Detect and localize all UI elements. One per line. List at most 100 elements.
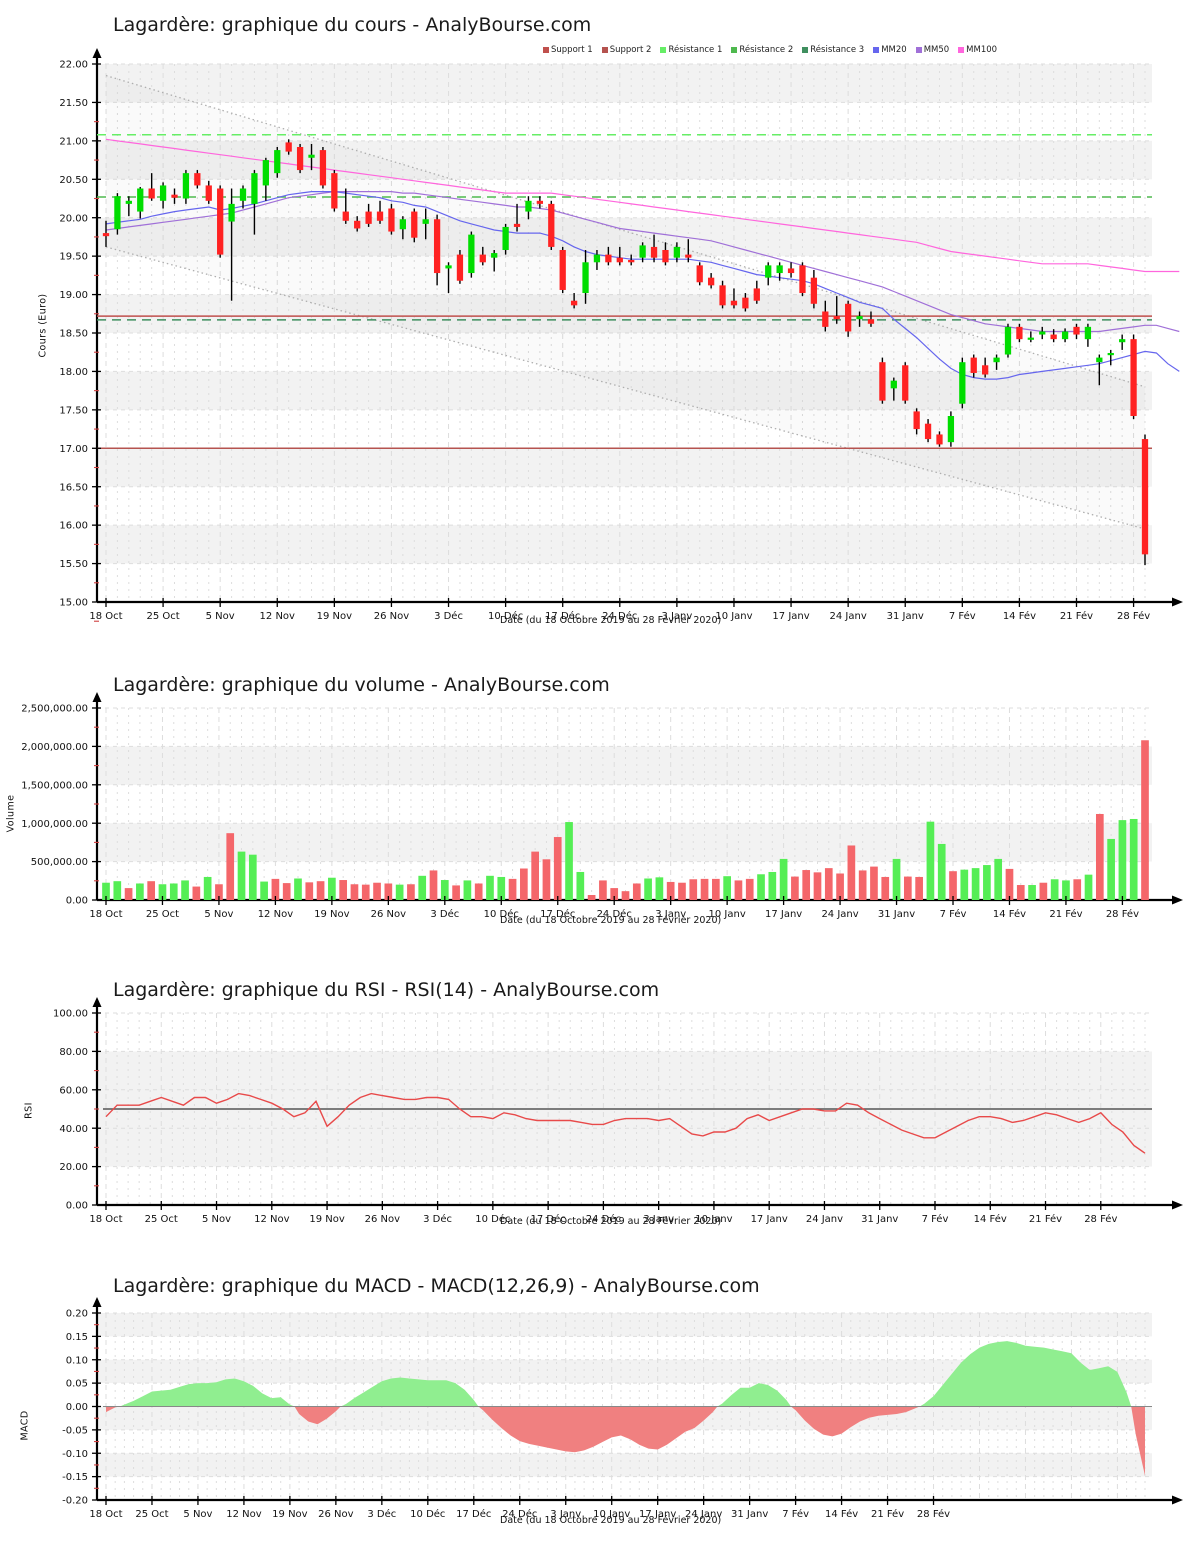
macd-positive-area[interactable] xyxy=(717,1383,791,1407)
volume-bar[interactable] xyxy=(949,871,957,900)
volume-bar[interactable] xyxy=(113,881,122,900)
candlestick[interactable] xyxy=(354,216,361,232)
candlestick[interactable] xyxy=(365,203,372,227)
volume-bar[interactable] xyxy=(666,881,675,900)
candlestick[interactable] xyxy=(376,200,384,224)
candlestick[interactable] xyxy=(1061,328,1069,343)
candlestick[interactable] xyxy=(570,293,578,309)
candlestick[interactable] xyxy=(947,411,955,447)
volume-bar[interactable] xyxy=(1039,882,1048,900)
volume-bar[interactable] xyxy=(531,851,539,900)
candlestick[interactable] xyxy=(388,203,395,235)
candlestick[interactable] xyxy=(810,269,818,309)
volume-bar[interactable] xyxy=(723,876,731,900)
candlestick[interactable] xyxy=(536,196,544,209)
candlestick[interactable] xyxy=(822,300,829,332)
candlestick[interactable] xyxy=(982,357,989,378)
volume-chart-canvas[interactable]: 2,500,000.00 2,000,000.00 1,500,000.00 1,00… xyxy=(0,660,1200,965)
candlestick[interactable] xyxy=(194,170,201,189)
candlestick[interactable] xyxy=(331,170,338,212)
candlestick[interactable] xyxy=(1016,323,1023,343)
volume-bar[interactable] xyxy=(587,895,596,900)
candlestick[interactable] xyxy=(1050,329,1057,343)
volume-bar[interactable] xyxy=(418,875,427,900)
volume-bar[interactable] xyxy=(700,878,709,900)
volume-bar[interactable] xyxy=(1118,820,1127,900)
volume-bar[interactable] xyxy=(474,883,483,900)
candlestick[interactable] xyxy=(776,262,783,281)
candlestick[interactable] xyxy=(1119,334,1126,350)
macd-negative-area[interactable] xyxy=(294,1406,341,1425)
candlestick[interactable] xyxy=(228,188,235,301)
candlestick[interactable] xyxy=(548,200,555,250)
volume-bar[interactable] xyxy=(903,876,912,900)
candlestick[interactable] xyxy=(308,143,315,171)
candlestick[interactable] xyxy=(639,242,646,263)
volume-bar[interactable] xyxy=(203,876,212,900)
volume-bar[interactable] xyxy=(745,878,754,900)
candlestick[interactable] xyxy=(650,234,658,263)
candlestick[interactable] xyxy=(399,216,406,240)
volume-bar[interactable] xyxy=(565,822,573,900)
volume-bar[interactable] xyxy=(508,878,517,900)
volume-bar[interactable] xyxy=(678,882,686,900)
candlestick[interactable] xyxy=(274,147,281,178)
candlestick[interactable] xyxy=(513,203,521,232)
candlestick[interactable] xyxy=(1096,354,1103,386)
volume-bar[interactable] xyxy=(915,876,923,900)
legend-item-mm100[interactable]: MM100 xyxy=(958,45,997,55)
candlestick[interactable] xyxy=(1141,434,1149,566)
legend-item-mm50[interactable]: MM50 xyxy=(915,45,949,55)
volume-bar[interactable] xyxy=(610,888,619,900)
macd-positive-area[interactable] xyxy=(919,1341,1132,1407)
candlestick[interactable] xyxy=(742,293,749,312)
candlestick[interactable] xyxy=(593,249,601,270)
volume-bar[interactable] xyxy=(858,870,867,900)
volume-bar[interactable] xyxy=(440,880,449,900)
candlestick[interactable] xyxy=(125,196,132,217)
candlestick[interactable] xyxy=(662,242,669,266)
volume-bar[interactable] xyxy=(339,880,348,900)
candlestick[interactable] xyxy=(845,300,852,337)
candlestick[interactable] xyxy=(502,223,509,255)
candlestick[interactable] xyxy=(285,139,292,155)
macd-positive-area[interactable] xyxy=(340,1377,479,1407)
candlestick[interactable] xyxy=(102,220,110,247)
volume-bar[interactable] xyxy=(429,870,438,900)
volume-bar[interactable] xyxy=(181,880,189,900)
volume-bar[interactable] xyxy=(824,868,833,900)
candlestick[interactable] xyxy=(114,193,121,235)
volume-bar[interactable] xyxy=(712,878,720,900)
volume-bar[interactable] xyxy=(870,866,878,900)
candlestick[interactable] xyxy=(765,262,772,286)
legend-item-mm20[interactable]: MM20 xyxy=(873,45,907,55)
candlestick[interactable] xyxy=(559,246,566,294)
volume-bar[interactable] xyxy=(452,885,460,900)
candlestick[interactable] xyxy=(411,208,418,243)
volume-bar[interactable] xyxy=(226,833,235,900)
candlestick[interactable] xyxy=(1004,323,1012,358)
candlestick[interactable] xyxy=(913,408,920,435)
macd-negative-area[interactable] xyxy=(478,1406,718,1453)
volume-bar[interactable] xyxy=(960,869,969,900)
volume-bar[interactable] xyxy=(1095,813,1104,900)
candlestick[interactable] xyxy=(1107,349,1114,366)
candlestick[interactable] xyxy=(936,431,943,447)
volume-bar[interactable] xyxy=(248,854,257,900)
candlestick[interactable] xyxy=(251,170,258,235)
volume-bar[interactable] xyxy=(881,876,890,900)
volume-bar[interactable] xyxy=(1129,818,1138,900)
candlestick[interactable] xyxy=(856,311,863,327)
legend-item-support-2[interactable]: Support 2 xyxy=(601,45,651,55)
volume-bar[interactable] xyxy=(361,884,370,900)
candlestick[interactable] xyxy=(902,362,909,404)
macd-negative-area[interactable] xyxy=(791,1406,920,1437)
volume-bar[interactable] xyxy=(158,884,167,900)
volume-bar[interactable] xyxy=(937,843,946,900)
candlestick[interactable] xyxy=(799,262,806,297)
candlestick[interactable] xyxy=(924,419,932,443)
volume-bar[interactable] xyxy=(1073,879,1082,900)
candlestick[interactable] xyxy=(148,173,155,201)
candlestick[interactable] xyxy=(433,214,441,286)
candlestick[interactable] xyxy=(239,185,247,209)
